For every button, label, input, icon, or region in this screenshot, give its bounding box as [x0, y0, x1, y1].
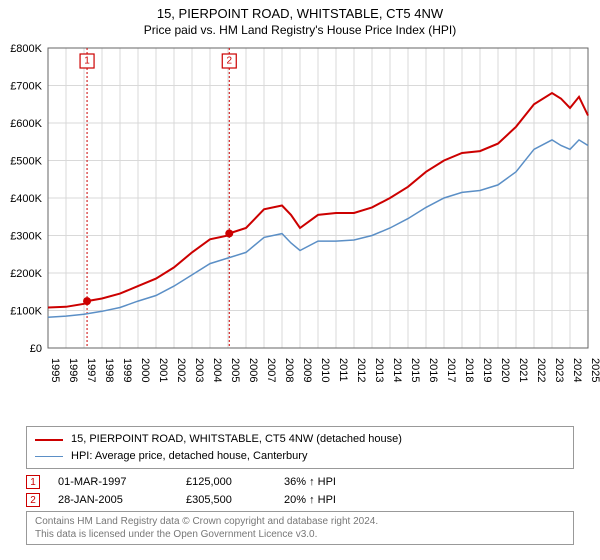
transaction-table: 1 01-MAR-1997 £125,000 36% ↑ HPI 2 28-JAN-200…	[26, 475, 574, 507]
legend-swatch	[35, 456, 63, 457]
legend-label: 15, PIERPOINT ROAD, WHITSTABLE, CT5 4NW …	[71, 431, 402, 448]
svg-text:2015: 2015	[409, 358, 421, 382]
svg-text:2013: 2013	[373, 358, 385, 382]
transaction-row: 1 01-MAR-1997 £125,000 36% ↑ HPI	[26, 475, 574, 489]
svg-text:2012: 2012	[355, 358, 367, 382]
svg-text:2020: 2020	[499, 358, 511, 382]
transaction-date: 01-MAR-1997	[58, 476, 168, 488]
transaction-price: £125,000	[186, 476, 266, 488]
svg-text:2003: 2003	[193, 358, 205, 382]
svg-text:2022: 2022	[535, 358, 547, 382]
svg-text:2021: 2021	[517, 358, 529, 382]
svg-text:2018: 2018	[463, 358, 475, 382]
svg-text:£800K: £800K	[10, 43, 42, 55]
transaction-row: 2 28-JAN-2005 £305,500 20% ↑ HPI	[26, 493, 574, 507]
svg-text:2011: 2011	[337, 358, 349, 382]
svg-text:£300K: £300K	[10, 231, 42, 243]
transaction-date: 28-JAN-2005	[58, 494, 168, 506]
legend-item: 15, PIERPOINT ROAD, WHITSTABLE, CT5 4NW …	[35, 431, 565, 448]
svg-text:2019: 2019	[481, 358, 493, 382]
svg-text:1995: 1995	[49, 358, 61, 382]
svg-text:2007: 2007	[265, 358, 277, 382]
svg-text:2014: 2014	[391, 358, 403, 382]
svg-text:£500K: £500K	[10, 156, 42, 168]
credit-line-1: Contains HM Land Registry data © Crown c…	[35, 515, 565, 528]
credit-box: Contains HM Land Registry data © Crown c…	[26, 511, 574, 545]
svg-text:2000: 2000	[139, 358, 151, 382]
transaction-marker: 1	[26, 475, 40, 489]
transaction-pct: 20% ↑ HPI	[284, 494, 374, 506]
svg-text:1998: 1998	[103, 358, 115, 382]
chart-subtitle: Price paid vs. HM Land Registry's House …	[0, 23, 600, 39]
svg-text:£200K: £200K	[10, 268, 42, 280]
svg-text:2009: 2009	[301, 358, 313, 382]
svg-text:2025: 2025	[589, 358, 600, 382]
svg-text:2017: 2017	[445, 358, 457, 382]
svg-text:£600K: £600K	[10, 118, 42, 130]
svg-text:£700K: £700K	[10, 81, 42, 93]
svg-text:£0: £0	[30, 343, 42, 355]
svg-text:2002: 2002	[175, 358, 187, 382]
legend-swatch	[35, 439, 63, 441]
legend-label: HPI: Average price, detached house, Cant…	[71, 448, 307, 465]
transaction-price: £305,500	[186, 494, 266, 506]
svg-text:2004: 2004	[211, 358, 223, 382]
chart-area: £0 £100K £200K £300K £400K £500K £600K £700K £80…	[0, 42, 600, 422]
transaction-pct: 36% ↑ HPI	[284, 476, 374, 488]
svg-text:£400K: £400K	[10, 193, 42, 205]
svg-text:2: 2	[226, 56, 232, 67]
svg-text:1996: 1996	[67, 358, 79, 382]
line-chart: £0 £100K £200K £300K £400K £500K £600K £700K £80…	[0, 42, 600, 422]
legend: 15, PIERPOINT ROAD, WHITSTABLE, CT5 4NW …	[26, 426, 574, 469]
svg-text:2008: 2008	[283, 358, 295, 382]
svg-text:£100K: £100K	[10, 306, 42, 318]
svg-text:2005: 2005	[229, 358, 241, 382]
transaction-marker: 2	[26, 493, 40, 507]
chart-title: 15, PIERPOINT ROAD, WHITSTABLE, CT5 4NW	[0, 0, 600, 23]
svg-text:2010: 2010	[319, 358, 331, 382]
svg-text:1: 1	[84, 56, 90, 67]
legend-item: HPI: Average price, detached house, Cant…	[35, 448, 565, 465]
svg-text:2006: 2006	[247, 358, 259, 382]
svg-text:2001: 2001	[157, 358, 169, 382]
svg-text:1999: 1999	[121, 358, 133, 382]
svg-text:2024: 2024	[571, 358, 583, 382]
svg-text:2023: 2023	[553, 358, 565, 382]
svg-text:2016: 2016	[427, 358, 439, 382]
svg-text:1997: 1997	[85, 358, 97, 382]
credit-line-2: This data is licensed under the Open Gov…	[35, 528, 565, 541]
